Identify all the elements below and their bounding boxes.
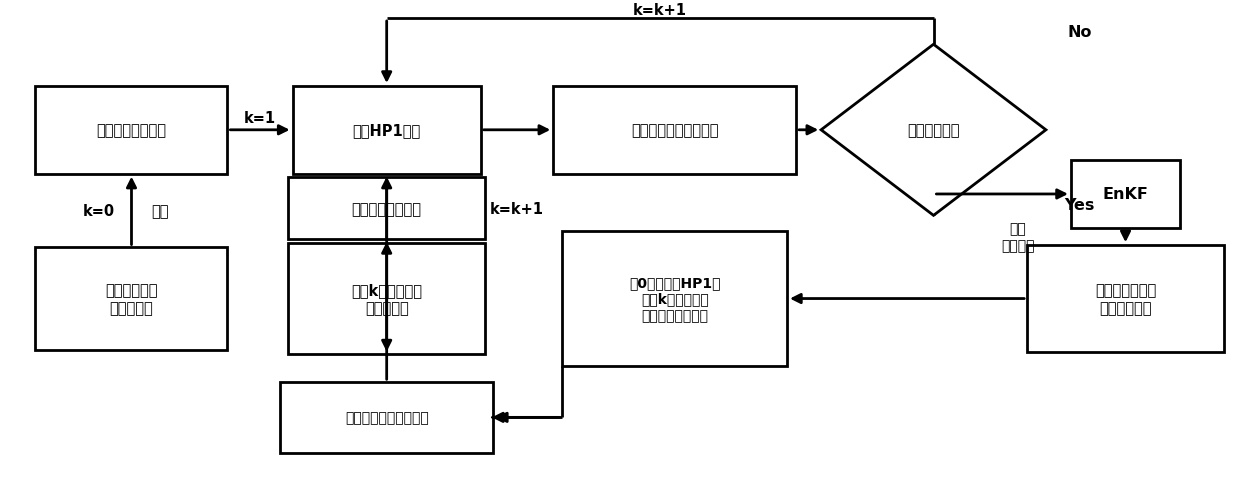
Text: 同化
观测信息: 同化 观测信息 (1001, 222, 1034, 252)
FancyBboxPatch shape (1027, 245, 1224, 352)
Text: 预测模型结构误差: 预测模型结构误差 (352, 201, 422, 216)
Text: 从0时刻运行HP1模
型至k时刻，得到
溶质浓度集合均值: 从0时刻运行HP1模 型至k时刻，得到 溶质浓度集合均值 (629, 276, 720, 322)
Polygon shape (821, 45, 1045, 216)
FancyBboxPatch shape (1071, 160, 1180, 229)
FancyBboxPatch shape (36, 248, 227, 350)
Text: 生成初始样本集合: 生成初始样本集合 (97, 123, 166, 138)
Text: 输出溶质浓度预测集合: 输出溶质浓度预测集合 (631, 123, 718, 138)
Text: k=1: k=1 (244, 111, 277, 126)
FancyBboxPatch shape (280, 382, 494, 453)
FancyBboxPatch shape (293, 87, 481, 174)
Text: k=k+1: k=k+1 (490, 201, 544, 216)
Text: 更新模型参数，
计算参数均值: 更新模型参数， 计算参数均值 (1095, 283, 1156, 315)
Text: 运行HP1模型: 运行HP1模型 (352, 123, 420, 138)
Text: 给定先验参数
及初始状态: 给定先验参数 及初始状态 (105, 283, 157, 315)
FancyBboxPatch shape (288, 243, 485, 355)
Text: Yes: Yes (1064, 198, 1095, 213)
Text: EnKF: EnKF (1102, 187, 1148, 202)
Text: k=0: k=0 (82, 204, 114, 219)
FancyBboxPatch shape (36, 87, 227, 174)
FancyBboxPatch shape (553, 87, 796, 174)
Text: 扰动: 扰动 (151, 204, 169, 219)
Text: k=k+1: k=k+1 (634, 3, 687, 18)
Text: 是否有观测？: 是否有观测？ (908, 123, 960, 138)
Text: 构建高斯过程回归模型: 构建高斯过程回归模型 (345, 410, 429, 424)
Text: 计算k时刻溶质浓
度最优估值: 计算k时刻溶质浓 度最优估值 (351, 283, 422, 315)
FancyBboxPatch shape (288, 178, 485, 240)
FancyBboxPatch shape (562, 231, 787, 366)
Text: No: No (1068, 26, 1092, 41)
